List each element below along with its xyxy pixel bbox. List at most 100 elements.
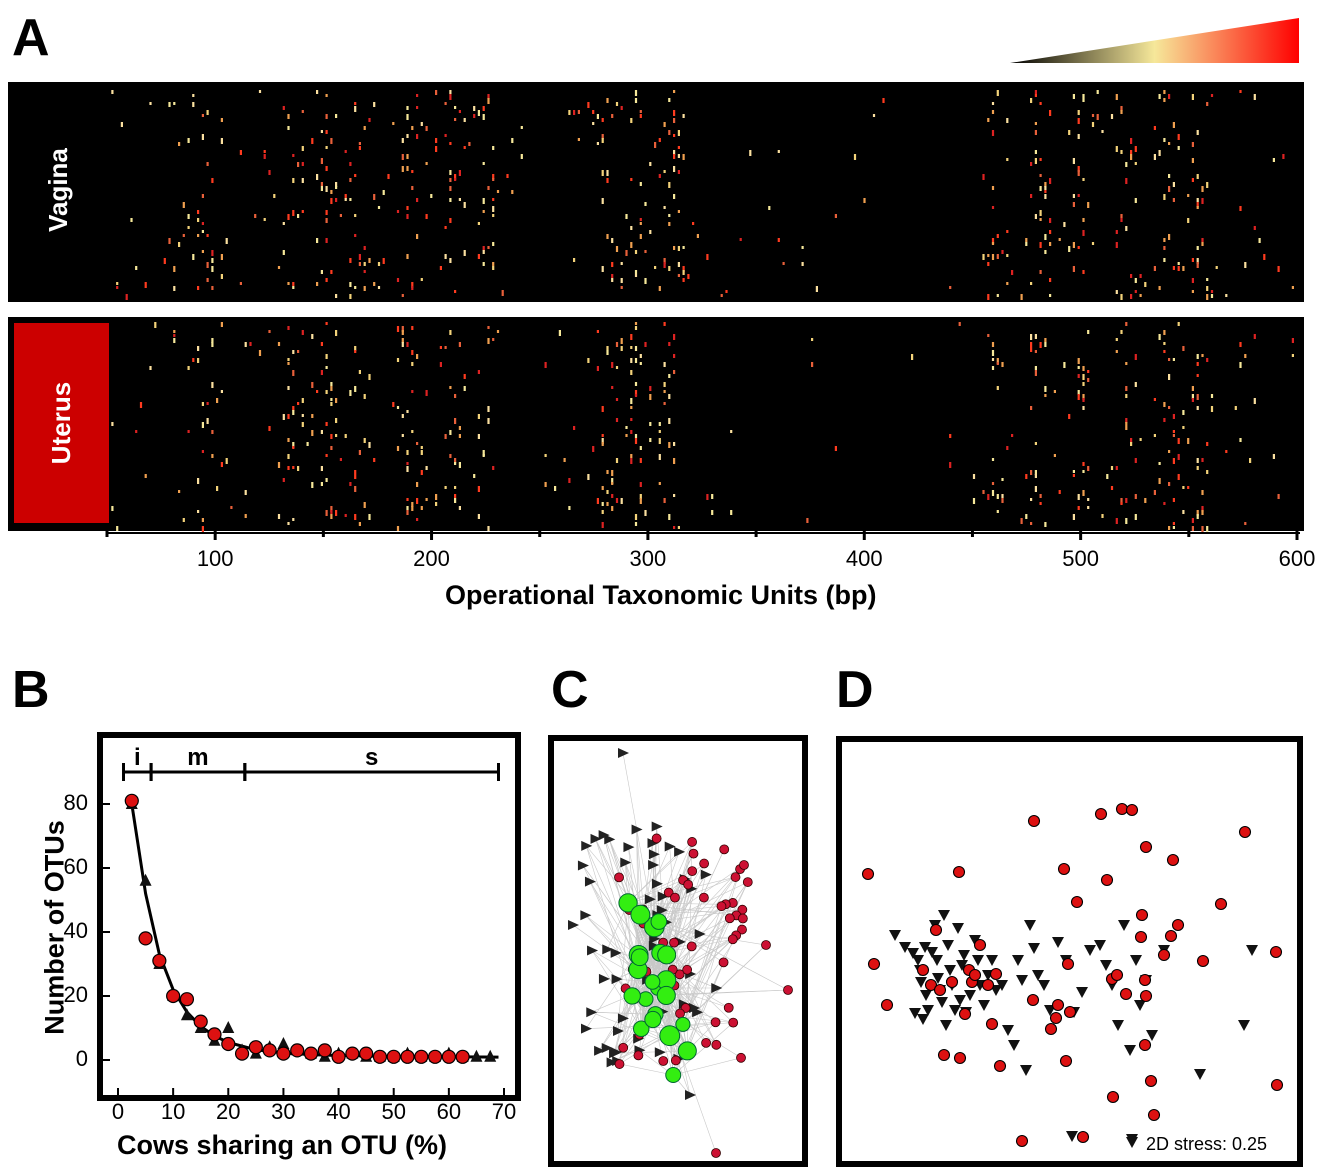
heat-cell (277, 266, 281, 269)
heat-cell (611, 470, 614, 476)
network-node-small (698, 892, 709, 903)
heat-cell (496, 330, 500, 333)
heat-cell (673, 154, 676, 159)
heat-cell (1201, 354, 1204, 357)
network-edge (673, 1022, 734, 1076)
nmds-triangle (1124, 1045, 1136, 1056)
nmds-triangle (1066, 1131, 1078, 1142)
heat-cell (287, 362, 290, 365)
heat-cell (1072, 202, 1075, 207)
heat-cell (615, 366, 619, 369)
network-node-small (711, 1039, 722, 1050)
heat-cell (449, 94, 452, 100)
heat-cell (325, 186, 328, 192)
heat-cell (668, 130, 671, 135)
heat-cell (1049, 230, 1052, 234)
heat-cell (216, 486, 219, 491)
network-node-triangle (598, 973, 610, 984)
panel-b-x-tick-label: 20 (216, 1099, 241, 1124)
heat-cell (168, 102, 171, 107)
heat-cell (1172, 122, 1175, 128)
heat-cell (430, 194, 433, 198)
heat-cell (1163, 258, 1166, 262)
heat-cell (1206, 442, 1209, 446)
heat-cell (1196, 258, 1199, 264)
heat-cell (1077, 374, 1080, 378)
heat-cell (244, 490, 247, 495)
heat-cell (1168, 406, 1171, 409)
network-edge (682, 869, 741, 1025)
heat-cell (330, 198, 333, 204)
heat-cell (630, 118, 633, 123)
nmds-circle (1196, 954, 1210, 968)
heat-cell (325, 166, 328, 171)
heat-cell (1120, 106, 1123, 111)
heat-cell (1196, 202, 1199, 207)
heat-cell (673, 90, 676, 93)
network-node-triangle (617, 1013, 629, 1024)
heat-cell (1196, 262, 1199, 268)
heat-cell (449, 430, 452, 435)
heat-cell (611, 238, 614, 243)
heat-cell (1044, 250, 1047, 254)
heat-cell (677, 274, 680, 277)
heat-cell (187, 214, 190, 219)
heat-cell (1253, 226, 1256, 230)
heat-cell (801, 262, 804, 266)
heat-cell (1172, 414, 1175, 419)
nmds-triangle (1038, 980, 1050, 991)
heat-cell (292, 518, 295, 521)
heat-cell (211, 258, 214, 263)
heat-cell (834, 446, 837, 451)
network-edge (654, 926, 767, 946)
heat-cell (573, 426, 576, 430)
heat-cell (1182, 510, 1185, 514)
network-node-large (632, 1020, 650, 1038)
heat-cell (1130, 274, 1133, 278)
heat-cell (1125, 498, 1128, 503)
heat-cell (982, 254, 985, 260)
network-edge (654, 881, 748, 928)
nmds-triangle (907, 948, 919, 959)
heat-cell (120, 122, 123, 127)
heat-cell (1049, 294, 1052, 297)
network-node-triangle (598, 830, 610, 841)
heat-cell (1125, 178, 1128, 184)
heat-cell (458, 110, 461, 113)
heat-cell (368, 442, 371, 448)
network-node-large (675, 1016, 691, 1032)
heat-cell (1001, 362, 1004, 367)
nmds-triangle (917, 1014, 929, 1025)
heat-cell (1082, 394, 1085, 400)
nmds-circle (1063, 1005, 1077, 1019)
heat-cell (1201, 490, 1204, 495)
panel-a-tick-label: 100 (196, 546, 234, 571)
heat-cell (349, 282, 352, 287)
heat-cell (1191, 398, 1194, 402)
nmds-triangle (944, 965, 956, 976)
heat-cell (477, 434, 480, 439)
heat-cell (1163, 502, 1166, 505)
nmds-circle (1134, 930, 1148, 944)
heat-cell (311, 430, 314, 436)
heat-cell (1044, 186, 1047, 190)
heat-cell (1077, 366, 1080, 369)
heat-cell (487, 526, 490, 531)
heat-cell (292, 286, 295, 289)
heat-cell (1172, 434, 1175, 437)
heat-cell (197, 286, 200, 290)
nmds-circle (1100, 873, 1114, 887)
heat-cell (344, 514, 347, 517)
heat-cell (354, 214, 357, 217)
heat-cell (487, 406, 490, 412)
heat-cell (1077, 166, 1080, 172)
heat-cell (1082, 374, 1085, 380)
heat-cell (1072, 470, 1075, 473)
network-node-triangle (586, 1007, 598, 1018)
heat-cell (411, 362, 414, 366)
heat-cell (611, 482, 614, 485)
heat-cell (1125, 426, 1128, 430)
network-node-large (623, 987, 641, 1005)
heat-cell (1120, 498, 1123, 504)
heat-cell (1025, 474, 1028, 479)
